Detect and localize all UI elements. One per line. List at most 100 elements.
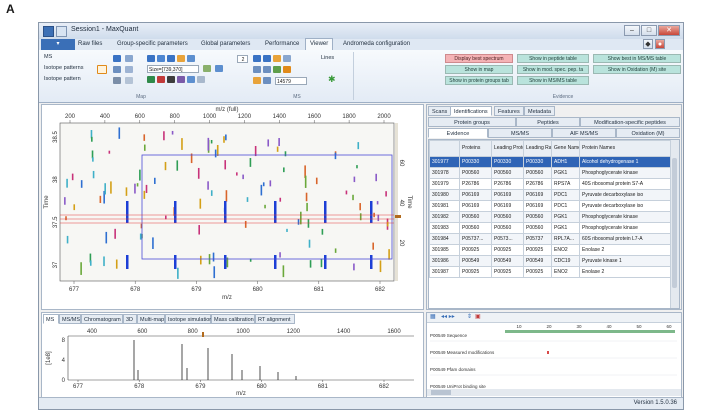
grid-icon[interactable] <box>187 55 195 62</box>
grid-view-icon[interactable]: ▦ <box>430 314 436 320</box>
tab-scans[interactable]: Scans <box>428 106 452 116</box>
table-scroll-thumb[interactable] <box>672 158 677 288</box>
table-row[interactable]: 301983 P00560 P00560 P00560 PGK1 Phosphoglyce… <box>429 222 672 234</box>
color-icon-2[interactable] <box>157 76 165 83</box>
zoom-selection-box[interactable] <box>141 154 393 260</box>
minimize-icon[interactable]: – <box>624 25 640 36</box>
expand-icon[interactable]: ⇕ <box>467 314 473 320</box>
color-icon-1[interactable] <box>147 76 155 83</box>
tab-aif-msms[interactable]: AIF MS/MS <box>552 128 616 138</box>
display-best-spectrum-button[interactable]: Display best spectrum <box>445 54 513 63</box>
tab-rt-alignment[interactable]: RT alignment <box>255 314 295 324</box>
save-icon[interactable] <box>56 26 67 37</box>
run-icon[interactable]: ✱ <box>328 74 336 84</box>
table-row[interactable]: 301978 P00560 P00560 P00560 PGK1 Phosphoglyce… <box>429 167 672 179</box>
ms-select[interactable]: MS <box>44 54 53 60</box>
column-header[interactable]: Protein Names <box>579 140 672 157</box>
tab-metadata[interactable]: Metadata <box>524 106 555 116</box>
show-in-oxidation-site-button[interactable]: Show in Oxidation (M) site <box>593 65 681 74</box>
arrow-left-icon[interactable] <box>113 55 121 62</box>
color-icon-3[interactable] <box>167 76 175 83</box>
prev-icon[interactable] <box>253 55 261 62</box>
map-plot[interactable]: 200 400 600 800 1000 1200 1400 1600 1800 2000 m/z … <box>42 105 423 309</box>
tab-peptides[interactable]: Peptides <box>516 117 580 127</box>
tab-chromatogram[interactable]: Chromatogram <box>81 314 123 324</box>
add-icon[interactable] <box>97 65 107 74</box>
f-icon[interactable] <box>253 77 261 84</box>
table-row[interactable]: 301985 P00925 P00925 P00925 ENO2 Enolase 2 <box>429 244 672 256</box>
show-in-peptide-table-button[interactable]: Show in peptide table <box>517 54 589 63</box>
export-pdf-icon[interactable]: ▣ <box>475 314 481 320</box>
h-scrollbar[interactable] <box>427 389 681 396</box>
tab-performance[interactable]: Performance <box>265 41 300 47</box>
zoom-x-icon[interactable] <box>263 66 271 73</box>
show-in-msms-table-button[interactable]: Show in MS/MS table <box>517 76 589 85</box>
zoom-out-icon[interactable] <box>125 66 133 73</box>
tab-ms[interactable]: MS <box>43 314 59 324</box>
lambda-icon[interactable] <box>283 66 291 73</box>
table-row[interactable]: 301981 P06169 P06169 P06169 PDC1 Pyruvate dec… <box>429 200 672 212</box>
nav-arrows-icon[interactable]: ◂◂ ▸▸ <box>441 314 455 320</box>
mz-field[interactable]: 14579 <box>275 77 307 85</box>
column-header[interactable] <box>429 140 460 157</box>
table-row[interactable]: 301980 P06169 P06169 P06169 PDC1 Pyruvate dec… <box>429 189 672 201</box>
next-icon[interactable] <box>263 55 271 62</box>
column-header[interactable]: Leading Razor <box>523 140 552 157</box>
n-icon[interactable] <box>273 66 281 73</box>
close-icon[interactable]: ✕ <box>658 25 680 36</box>
size-field[interactable]: Size=[739,370] <box>147 65 199 73</box>
show-best-in-msms-table-button[interactable]: Show best in MS/MS table <box>593 54 681 63</box>
tab-identifications[interactable]: Identifications <box>450 106 492 116</box>
column-header[interactable]: Proteins <box>459 140 492 157</box>
fit-view-icon[interactable] <box>283 55 291 62</box>
show-in-protein-groups-button[interactable]: Show in protein groups tab <box>445 76 513 85</box>
spectrum-plot[interactable]: 400 600 800 1000 1200 1400 1600 677 678 679 680 681… <box>42 324 423 397</box>
pin-icon[interactable] <box>273 55 281 62</box>
tab-evidence[interactable]: Evidence <box>428 128 488 138</box>
show-in-mod-spec-pep-table-button[interactable]: Show in mod. spec. pep. ta <box>517 65 589 74</box>
circle-icon[interactable] <box>215 65 223 72</box>
map-panel[interactable]: 200 400 600 800 1000 1200 1400 1600 1800 2000 m/z … <box>41 104 424 310</box>
close-session-icon[interactable]: ● <box>655 39 665 49</box>
tab-viewer[interactable]: Viewer <box>305 38 334 50</box>
layout-icon-2[interactable] <box>157 55 165 62</box>
tab-isotope-simulation[interactable]: Isotope simulation <box>165 314 212 324</box>
tool-icon[interactable] <box>203 65 211 72</box>
tab-modification-specific-peptides[interactable]: Modification-specific peptides <box>580 117 680 127</box>
tab-features[interactable]: Features <box>494 106 524 116</box>
tab-andromeda-configuration[interactable]: Andromeda configuration <box>343 41 411 47</box>
table-row[interactable]: 301977 P00330 P00330 P00330 ADH1 Alcohol dehy… <box>429 156 672 168</box>
column-header[interactable]: Gene Names <box>551 140 580 157</box>
tab-multi-map[interactable]: Multi-map <box>137 314 165 324</box>
maximize-icon[interactable]: □ <box>641 25 657 36</box>
tab-3d[interactable]: 3D <box>123 314 137 324</box>
arrow-right-icon[interactable] <box>125 55 133 62</box>
column-header[interactable]: Leading Proteins <box>491 140 524 157</box>
color-icon-4[interactable] <box>177 76 185 83</box>
tab-msms[interactable]: MS/MS <box>488 128 552 138</box>
lines-select[interactable]: Lines <box>321 55 335 61</box>
h-scroll-thumb[interactable] <box>431 390 451 395</box>
highlight-icon[interactable] <box>177 55 185 62</box>
tab-group-specific-parameters[interactable]: Group-specific parameters <box>117 41 188 47</box>
tab-global-parameters[interactable]: Global parameters <box>201 41 251 47</box>
layout-icon-1[interactable] <box>147 55 155 62</box>
table-row[interactable]: 301986 P00549 P00549 P00549 CDC19 Pyruvate ki… <box>429 255 672 267</box>
isotope-patterns-select[interactable]: Isotope patterns <box>44 65 84 71</box>
map-area[interactable] <box>59 122 395 282</box>
zoom-region-icon[interactable] <box>253 66 261 73</box>
table-row[interactable]: 301984 P05737... P0573... P05737 RPL7A... 60S… <box>429 233 672 245</box>
isotope-pattern-select[interactable]: Isotope pattern <box>44 76 81 82</box>
tab-ms-ms[interactable]: MS/MS <box>59 314 81 324</box>
tab-protein-groups[interactable]: Protein groups <box>428 117 516 127</box>
zoom-field[interactable]: 2 <box>237 55 248 63</box>
layout-icon-3[interactable] <box>167 55 175 62</box>
tab-raw-files[interactable]: Raw files <box>78 41 103 47</box>
label-icon[interactable] <box>263 77 271 84</box>
table-row[interactable]: 301982 P00560 P00560 P00560 PGK1 Phosphoglyce… <box>429 211 672 223</box>
tab-mass-calibration[interactable]: Mass calibration <box>211 314 255 324</box>
help-icon[interactable]: ◆ <box>643 39 653 49</box>
show-in-map-button[interactable]: Show in map <box>445 65 513 74</box>
table-row[interactable]: 301979 P26786 P26786 P26786 RPS7A 40S ribosom… <box>429 178 672 190</box>
